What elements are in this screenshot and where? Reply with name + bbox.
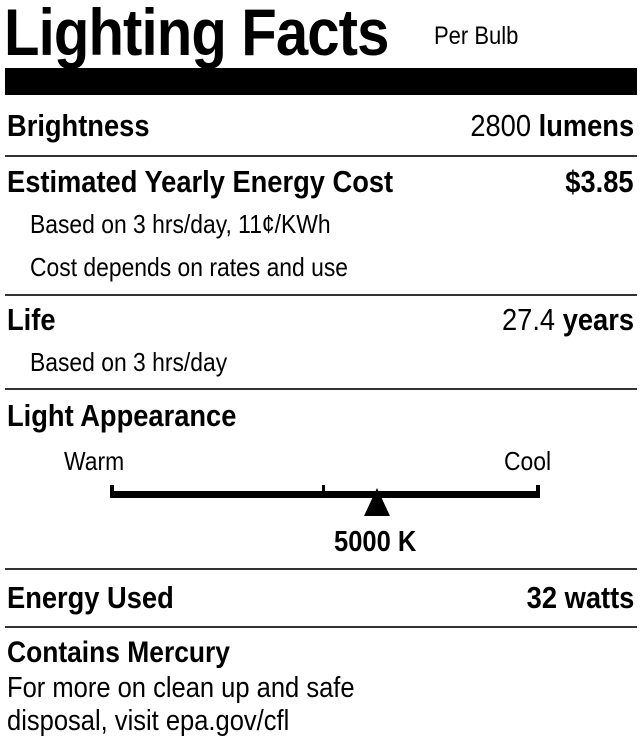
energy-used-value: 32 watts (526, 580, 634, 615)
divider (5, 568, 637, 570)
scale-bar (110, 491, 540, 498)
life-label: Life (7, 302, 56, 337)
color-temperature-value: 5000 K (334, 526, 417, 558)
light-appearance-label: Light Appearance (7, 398, 237, 433)
brightness-value: 2800 lumens (470, 108, 634, 143)
divider (5, 294, 637, 296)
color-temperature-scale (110, 485, 540, 516)
thick-divider (5, 68, 637, 95)
scale-tick (536, 485, 540, 498)
energy-cost-label: Estimated Yearly Energy Cost (7, 164, 394, 199)
mercury-note: disposal, visit epa.gov/cfl (7, 705, 290, 737)
scale-tick (110, 485, 114, 498)
scale-marker-triangle (363, 488, 390, 516)
divider (5, 155, 637, 157)
life-note: Based on 3 hrs/day (30, 347, 228, 377)
divider (5, 626, 637, 628)
mercury-label: Contains Mercury (7, 636, 230, 669)
brightness-label: Brightness (7, 108, 150, 143)
energy-cost-value: $3.85 (565, 164, 634, 199)
warm-label: Warm (64, 446, 125, 476)
life-value: 27.4 years (502, 302, 634, 337)
energy-cost-note: Based on 3 hrs/day, 11¢/KWh (30, 209, 331, 239)
label-subtitle: Per Bulb (434, 22, 519, 50)
scale-tick (322, 485, 325, 498)
divider (5, 388, 637, 390)
energy-used-label: Energy Used (7, 580, 174, 615)
mercury-note: For more on clean up and safe (7, 672, 355, 704)
cool-label: Cool (504, 446, 552, 476)
energy-cost-note: Cost depends on rates and use (30, 252, 348, 282)
label-title: Lighting Facts (4, 0, 389, 69)
